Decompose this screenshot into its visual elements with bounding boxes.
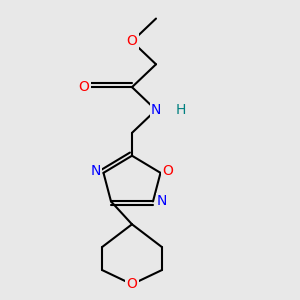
Text: N: N <box>151 103 161 117</box>
Text: O: O <box>79 80 89 94</box>
Text: O: O <box>163 164 173 178</box>
Text: O: O <box>127 34 137 48</box>
Text: N: N <box>157 194 167 208</box>
Text: H: H <box>176 103 186 117</box>
Text: N: N <box>91 164 101 178</box>
Text: O: O <box>127 277 137 291</box>
